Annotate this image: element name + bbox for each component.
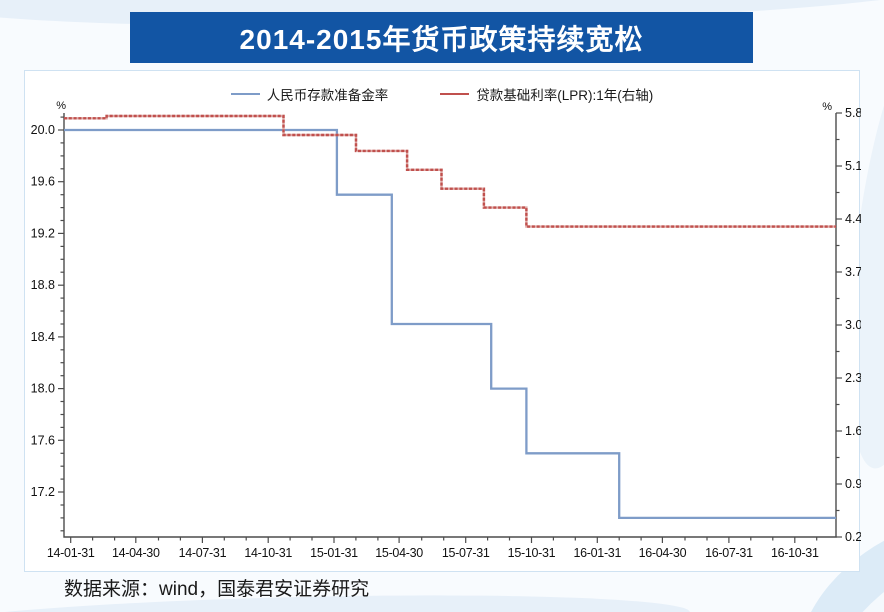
policy-rates-chart: 20.0 19.6 19.2 18.8 18.4 18.0 17.6 17.2 5.8 5.1 4.… (31, 100, 861, 560)
x-axis-tick-label: 15-01-31 (310, 546, 358, 560)
right-axis-tick-label: 5.8 (845, 106, 861, 120)
x-axis-tick-label: 16-10-31 (771, 546, 819, 560)
legend-item-rrr: 人民币存款准备金率 (230, 84, 389, 104)
x-axis-tick-label: 15-04-30 (375, 546, 423, 560)
x-axis-tick-label: 14-07-31 (179, 546, 227, 560)
right-axis-unit-label: % (822, 101, 832, 113)
x-axis-tick-label: 14-04-30 (112, 546, 160, 560)
x-axis-tick-label: 16-01-31 (573, 546, 621, 560)
right-axis-tick-label: 3.0 (845, 318, 861, 332)
x-axis-tick-label: 14-01-31 (47, 546, 95, 560)
left-axis-tick-label: 17.2 (31, 485, 55, 499)
chart-panel: 人民币存款准备金率 贷款基础利率(LPR):1年(右轴) 20.0 19.6 19.… (24, 70, 861, 572)
left-axis-tick-label: 18.4 (31, 330, 55, 344)
title-banner: 2014-2015年货币政策持续宽松 (130, 12, 753, 63)
left-axis-tick-label: 19.2 (31, 226, 55, 240)
x-axis-tick-label: 15-10-31 (508, 546, 556, 560)
series-line-rrr (64, 128, 836, 520)
x-axis-tick-label: 14-10-31 (244, 546, 292, 560)
x-axis-tick-label: 15-07-31 (442, 546, 490, 560)
left-axis-tick-label: 17.6 (31, 433, 55, 447)
legend-line-red-icon (440, 93, 470, 95)
right-axis-tick-label: 0.2 (845, 530, 861, 544)
right-axis-tick-label: 2.3 (845, 371, 861, 385)
legend-line-blue-icon (230, 93, 260, 95)
legend-label-rrr: 人民币存款准备金率 (266, 88, 389, 103)
right-axis-tick-label: 0.9 (845, 477, 861, 491)
right-axis-tick-label: 5.1 (845, 159, 861, 173)
left-axis-unit-label: % (56, 100, 66, 112)
legend-item-lpr: 贷款基础利率(LPR):1年(右轴) (440, 84, 653, 104)
source-note: 数据来源：wind，国泰君安证券研究 (64, 579, 370, 600)
series-line-lpr (64, 114, 836, 228)
page-title: 2014-2015年货币政策持续宽松 (239, 23, 644, 55)
right-axis-tick-label: 1.6 (845, 424, 861, 438)
x-axis-tick-label: 16-07-31 (705, 546, 753, 560)
left-axis-tick-label: 20.0 (31, 123, 55, 137)
right-axis-tick-label: 3.7 (845, 265, 861, 279)
left-axis-tick-label: 18.8 (31, 278, 55, 292)
series-line-underlay (64, 114, 836, 228)
left-axis-tick-label: 19.6 (31, 175, 55, 189)
left-axis-tick-label: 18.0 (31, 382, 55, 396)
right-axis-tick-label: 4.4 (845, 212, 861, 226)
legend-label-lpr: 贷款基础利率(LPR):1年(右轴) (476, 88, 654, 103)
chart-legend: 人民币存款准备金率 贷款基础利率(LPR):1年(右轴) (25, 84, 859, 104)
x-axis-tick-label: 16-04-30 (639, 546, 687, 560)
